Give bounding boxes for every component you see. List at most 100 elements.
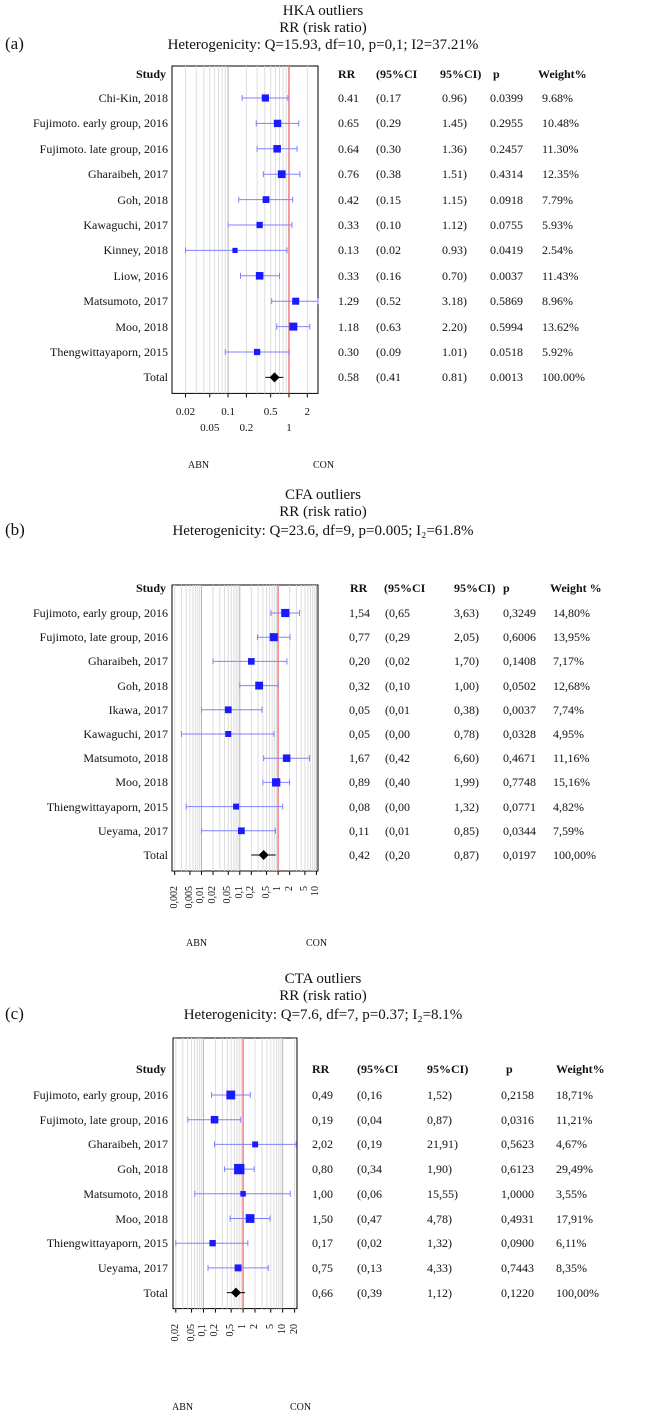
value-w: 100,00% [553, 848, 596, 862]
value-rr: 0,19 [312, 1112, 333, 1127]
value-rr: 1.18 [338, 319, 359, 334]
value-lo: (0.15 [376, 192, 401, 207]
value-lo: (0.17 [376, 91, 401, 105]
value-p: 0.0013 [490, 370, 523, 385]
value-rr: 0.30 [338, 345, 359, 359]
value-w: 11,16% [553, 751, 590, 766]
study-point [256, 221, 263, 229]
value-p: 0,1408 [503, 654, 536, 669]
value-hi: 3,63) [454, 606, 479, 620]
panel-c-title: CTA outliers [284, 971, 362, 987]
value-lo: (0,04 [357, 1112, 382, 1127]
tick-label: 1 [286, 422, 292, 434]
value-hi: 1.15) [442, 192, 467, 207]
plot-frame [172, 1037, 298, 1310]
header-lo: (95%CI [357, 1062, 399, 1076]
header-p: p [506, 1062, 513, 1076]
value-hi: 1.45) [442, 116, 467, 131]
study-label: Goh, 2018 [117, 192, 168, 207]
study-label: Moo, 2018 [115, 319, 168, 334]
header-study: Study [135, 581, 166, 595]
value-hi: 0.96) [442, 91, 467, 105]
value-rr: 0.64 [338, 141, 359, 156]
tick-label: 2 [304, 406, 311, 418]
value-lo: (0.02 [376, 243, 401, 258]
value-hi: 2,05) [454, 630, 479, 645]
abn-label: ABN [186, 938, 208, 949]
study-point [238, 827, 245, 835]
value-w: 12.35% [542, 167, 579, 182]
panel-a-plot [171, 65, 319, 398]
con-label: CON [306, 938, 328, 949]
header-lo: (95%CI [376, 67, 418, 81]
value-hi: 1,52) [427, 1088, 452, 1102]
value-rr: 0.76 [338, 167, 359, 182]
value-hi: 1,99) [454, 775, 479, 790]
value-p: 0.0419 [490, 243, 523, 258]
value-lo: (0,01 [385, 702, 410, 717]
value-w: 3,55% [556, 1186, 587, 1201]
value-rr: 1,00 [312, 1186, 333, 1201]
value-lo: (0,19 [357, 1137, 382, 1152]
study-label: Total [143, 1285, 169, 1300]
value-w: 11,21% [556, 1112, 593, 1127]
value-hi: 0,38) [454, 702, 479, 717]
abn-label: ABN [172, 1402, 194, 1413]
value-lo: (0,00 [385, 799, 410, 814]
study-label: Fujimoto. early group, 2016 [33, 116, 168, 131]
header-rr: RR [312, 1062, 330, 1076]
panel-b-label: (b) [5, 520, 25, 539]
study-label: Matsumoto, 2018 [83, 1186, 168, 1201]
value-hi: 0,78) [454, 727, 479, 741]
value-p: 0,0316 [501, 1112, 534, 1127]
value-p: 0,7748 [503, 775, 536, 790]
forest-plot-panel-a: HKA outliers RR (risk ratio) Heterogenic… [0, 0, 646, 471]
study-point [245, 1214, 255, 1223]
header-w: Weight % [550, 581, 602, 595]
value-p: 0,0771 [503, 799, 536, 814]
value-w: 4,67% [556, 1137, 587, 1152]
study-point [240, 1191, 246, 1197]
value-lo: (0,40 [385, 775, 410, 790]
value-p: 0.0918 [490, 192, 523, 207]
value-rr: 2,02 [312, 1137, 333, 1152]
value-rr: 1,67 [349, 751, 370, 766]
value-w: 100.00% [542, 370, 585, 385]
value-w: 10.48% [542, 116, 579, 131]
value-w: 7.79% [542, 192, 573, 207]
study-label: Thiengwittayaporn, 2015 [46, 799, 168, 814]
value-p: 0.2457 [490, 141, 523, 156]
value-rr: 1,54 [349, 606, 370, 620]
value-p: 0,6123 [501, 1162, 534, 1177]
value-lo: (0,34 [357, 1162, 382, 1177]
study-point [209, 1240, 216, 1247]
value-rr: 1.29 [338, 294, 359, 309]
value-p: 1,0000 [501, 1186, 534, 1201]
value-p: 0,5623 [501, 1137, 534, 1152]
study-label: Moo, 2018 [115, 1211, 168, 1226]
value-w: 7,74% [553, 702, 584, 717]
value-p: 0.5869 [490, 294, 523, 309]
con-label: CON [313, 460, 335, 471]
value-rr: 0,42 [349, 848, 370, 862]
header-w: Weight% [538, 67, 587, 81]
value-rr: 1,50 [312, 1211, 333, 1226]
study-point [234, 1163, 245, 1175]
value-hi: 0.70) [442, 268, 467, 283]
panel-a-subtitle: RR (risk ratio) [279, 20, 367, 36]
study-label: Gharaibeh, 2017 [88, 1137, 168, 1152]
value-w: 100,00% [556, 1285, 599, 1300]
value-w: 6,11% [556, 1236, 587, 1251]
value-hi: 1.51) [442, 167, 467, 182]
header-p: p [493, 67, 500, 81]
value-p: 0,1220 [501, 1285, 534, 1300]
value-rr: 0.58 [338, 370, 359, 385]
forest-plot-panel-c: CTA outliers RR (risk ratio) Heterogenic… [0, 968, 646, 1418]
value-p: 0,4931 [501, 1211, 534, 1226]
value-rr: 0,32 [349, 678, 370, 693]
study-point [261, 94, 269, 102]
value-p: 0,0197 [503, 848, 536, 862]
study-label: Goh, 2018 [117, 1162, 168, 1177]
value-rr: 0,66 [312, 1285, 333, 1300]
value-p: 0,0037 [503, 702, 536, 717]
